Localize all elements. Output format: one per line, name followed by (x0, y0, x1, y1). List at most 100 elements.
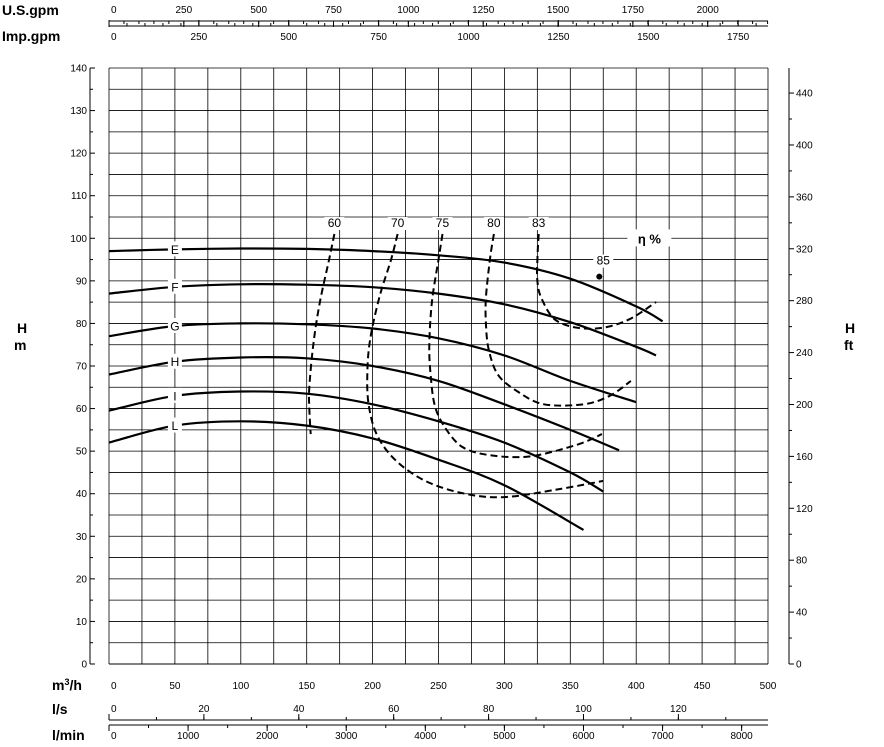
ls-axis-tick-label: 0 (111, 704, 117, 715)
head-curve-g (108, 322, 637, 404)
efficiency-label-bg (432, 217, 453, 231)
plot-grid (108, 67, 769, 665)
curve-label-bg (167, 417, 182, 433)
head-curve-e (108, 247, 664, 323)
left-axis-tick-label: 120 (70, 149, 87, 160)
curve-label-bg (167, 278, 182, 294)
efficiency-label-60: 60 (328, 216, 342, 230)
left-axis-tick-label: 0 (81, 660, 87, 671)
usgpm-axis-tick-label: 1250 (472, 5, 495, 16)
lmin-axis-tick-label: 7000 (651, 731, 674, 742)
left-axis-tick-label: 10 (76, 617, 88, 628)
efficiency-label-bg (387, 217, 408, 231)
left-axis-tick-label: 40 (76, 489, 88, 500)
curve-label-bg (167, 241, 182, 257)
impgpm-axis-tick-label: 750 (370, 32, 387, 43)
x-axis-tick-label: 400 (628, 681, 645, 692)
ls-axis-tick-label: 20 (198, 704, 210, 715)
curve-label-e: E (171, 243, 179, 257)
right-axis-tick-label: 320 (796, 244, 813, 255)
efficiency-point-85 (596, 273, 603, 280)
usgpm-axis-tick-label: 1750 (622, 5, 645, 16)
ls-axis-tick-label: 80 (483, 704, 495, 715)
ls-axis-tick-label: 120 (670, 704, 687, 715)
usgpm-axis-tick-label: 500 (250, 5, 267, 16)
left-axis-tick-label: 20 (76, 574, 88, 585)
left-axis-tick-label: 80 (76, 319, 88, 330)
ls-axis-tick-label: 60 (388, 704, 400, 715)
curve-label-bg (167, 317, 182, 333)
lmin-axis-tick-label: 1000 (177, 731, 200, 742)
curve-label-bg (167, 353, 182, 369)
x-axis-tick-label: 0 (111, 681, 117, 692)
lmin-axis-tick-label: 2000 (256, 731, 279, 742)
impgpm-axis-tick-label: 250 (191, 32, 208, 43)
impgpm-axis-tick-label: 1750 (727, 32, 750, 43)
lmin-axis-tick-label: 0 (111, 731, 117, 742)
head-curve-h (108, 356, 620, 452)
right-axis-tick-label: 80 (796, 556, 808, 567)
right-axis-tick-label: 280 (796, 296, 813, 307)
curve-label-bg (167, 387, 182, 403)
lmin-axis-tick-label: 6000 (572, 731, 595, 742)
head-curve-l (108, 420, 585, 531)
right-axis-label-h: H (845, 320, 855, 336)
right-axis-tick-label: 240 (796, 348, 813, 359)
head-curve-f (108, 283, 657, 357)
efficiency-label-70: 70 (391, 216, 405, 230)
right-axis-tick-label: 200 (796, 400, 813, 411)
eta-label-bg (627, 229, 672, 247)
efficiency-label-75: 75 (436, 216, 450, 230)
ls-axis-label: l/s (52, 701, 68, 717)
impgpm-axis-label: Imp.gpm (2, 28, 60, 44)
usgpm-axis-tick-label: 750 (325, 5, 342, 16)
usgpm-axis-tick-label: 250 (175, 5, 192, 16)
curve-label-f: F (171, 280, 178, 294)
left-axis-tick-label: 100 (70, 234, 87, 245)
right-axis-tick-label: 400 (796, 140, 813, 151)
x-axis-tick-label: 300 (496, 681, 513, 692)
efficiency-label-bg (528, 217, 549, 231)
x-axis-label: m3/h (52, 677, 82, 693)
lmin-axis-tick-label: 8000 (731, 731, 754, 742)
efficiency-label-bg (324, 217, 345, 231)
right-axis-label-ft: ft (844, 337, 854, 353)
lmin-axis-tick-label: 3000 (335, 731, 358, 742)
x-axis-tick-label: 50 (169, 681, 181, 692)
curve-label-l: L (172, 419, 179, 433)
right-axis-tick-label: 440 (796, 89, 813, 100)
axes: 0 10 20 30 40 50 60 70 80 90 100 110 120 130 140 0 40 80 1… (70, 5, 813, 742)
right-axis-tick-label: 0 (796, 660, 802, 671)
efficiency-label-83: 83 (532, 216, 546, 230)
lmin-axis-tick-label: 5000 (493, 731, 516, 742)
impgpm-axis-tick-label: 500 (280, 32, 297, 43)
right-axis-tick-label: 160 (796, 452, 813, 463)
x-axis-tick-label: 450 (694, 681, 711, 692)
efficiency-curve-80 (484, 233, 632, 407)
x-axis-tick-label: 100 (232, 681, 249, 692)
lmin-axis-tick-label: 4000 (414, 731, 437, 742)
curve-label-i: I (173, 389, 176, 403)
left-axis-label-m: m (14, 337, 26, 353)
ls-axis-tick-label: 40 (293, 704, 305, 715)
efficiency-label-bg (483, 217, 504, 231)
efficiency-label-80: 80 (487, 216, 501, 230)
eta-label: η % (638, 231, 662, 246)
chart-labels: U.S.gpm Imp.gpm H m H ft m3/h l/s l/min (2, 2, 855, 743)
right-axis-tick-label: 120 (796, 504, 813, 515)
x-axis-tick-label: 350 (562, 681, 579, 692)
right-axis-tick-label: 360 (796, 192, 813, 203)
usgpm-axis-label: U.S.gpm (2, 2, 59, 18)
x-axis-tick-label: 250 (430, 681, 447, 692)
x-axis-tick-label: 500 (760, 681, 777, 692)
left-axis-tick-label: 140 (70, 64, 87, 75)
efficiency-label-85: 85 (597, 254, 611, 268)
curve-label-g: G (170, 319, 179, 333)
efficiency-curve-70 (366, 233, 604, 499)
usgpm-axis-tick-label: 1500 (547, 5, 570, 16)
x-axis-tick-label: 150 (298, 681, 315, 692)
efficiency-curves: 60 70 75 80 83 85 η % (307, 216, 672, 499)
left-axis-tick-label: 30 (76, 532, 88, 543)
impgpm-axis-tick-label: 1000 (457, 32, 480, 43)
